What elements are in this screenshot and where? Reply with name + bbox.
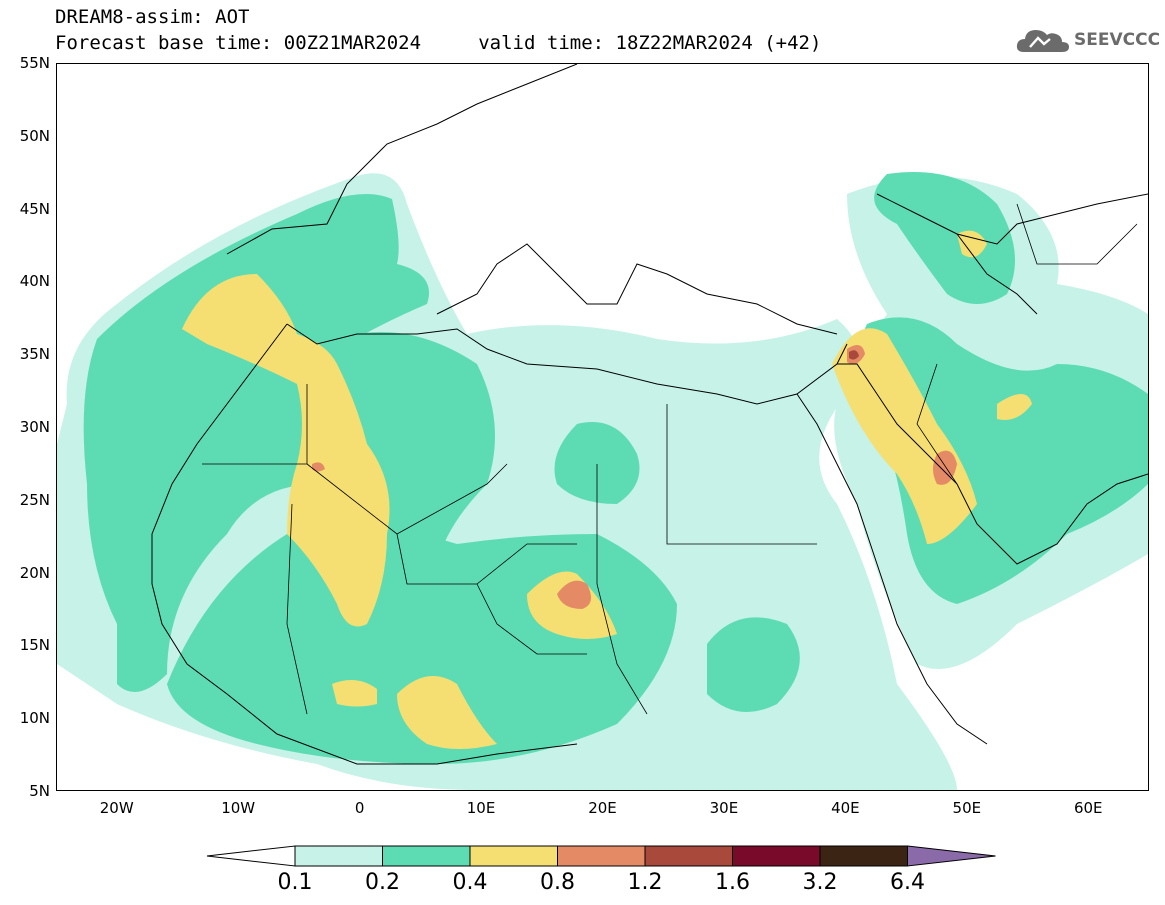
colorbar-box [382,845,471,867]
lon-tick-label: 30E [709,799,739,817]
lon-tick-label: 10E [466,799,496,817]
colorbar-box [294,845,383,867]
lat-tick-label: 20N [19,563,50,582]
colorbar-box [819,845,908,867]
lat-tick-label: 25N [19,490,50,509]
lat-tick-label: 5N [29,782,50,800]
lat-tick-label: 45N [19,199,50,218]
colorbar-level-label: 1.2 [627,870,663,895]
lat-tick-label: 35N [19,345,50,364]
lat-tick-label: 30N [19,418,50,436]
lon-tick-label: 60E [1073,799,1103,817]
country-borders [202,203,1138,715]
lat-tick-label: 40N [19,272,50,291]
colorbar-level-label: 3.2 [802,870,838,895]
chart-title: DREAM8-assim: AOT [55,6,250,28]
seevccc-logo: SEEVCCC [1016,24,1160,56]
colorbar-box [732,845,821,867]
colorbar-level-label: 0.2 [365,870,400,895]
lon-tick-label: 10W [221,799,256,817]
colorbar [206,845,996,867]
logo-text: SEEVCCC [1074,30,1161,50]
lat-tick-label: 15N [19,636,50,655]
colorbar-level-label: 0.1 [277,870,313,895]
lon-tick-label: 0 [354,799,365,817]
colorbar-level-label: 0.8 [540,870,575,895]
aot-field-0.2-0.4 [83,172,1148,764]
cloud-logo-icon [1016,30,1069,52]
colorbar-over-triangle [907,845,996,867]
aot-field-0.8-1.2 [312,345,957,609]
colorbar-level-label: 1.6 [715,870,750,895]
aot-field-1.2-1.6 [849,350,859,360]
lon-tick-label: 20W [99,799,134,817]
colorbar-box [469,845,558,867]
colorbar-box [644,845,733,867]
map-panel [56,63,1149,791]
lon-tick-label: 50E [952,799,982,817]
lat-tick-label: 50N [19,126,50,145]
forecast-time-line: Forecast base time: 00Z21MAR2024 valid t… [55,32,822,54]
colorbar-under-triangle [206,845,296,867]
colorbar-level-label: 0.4 [452,870,488,895]
lat-tick-label: 55N [19,54,50,72]
lon-tick-label: 40E [831,799,860,817]
colorbar-level-label: 6.4 [890,870,925,895]
lon-tick-label: 20E [588,799,617,817]
lat-tick-label: 10N [19,709,50,728]
colorbar-box [557,845,646,867]
aot-map [57,64,1148,790]
